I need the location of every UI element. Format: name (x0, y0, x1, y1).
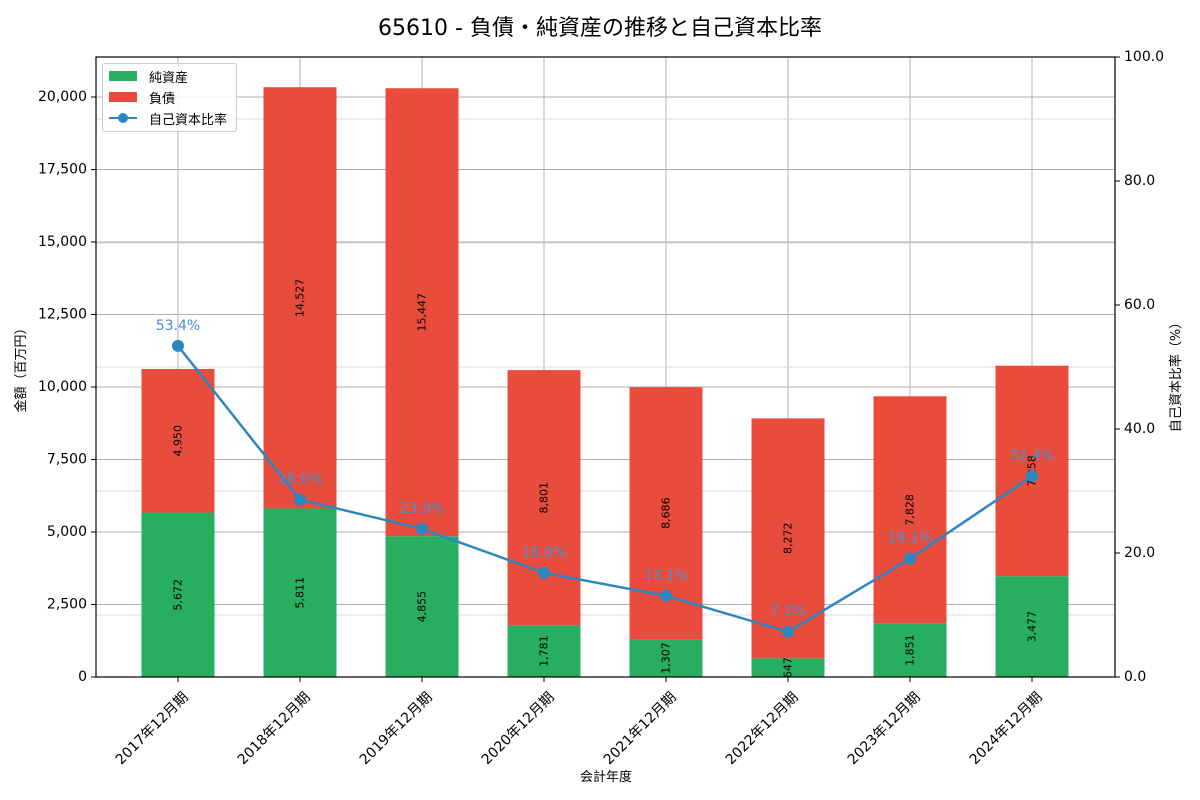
tick-label-left: 2,500 (47, 597, 87, 613)
plot-frame (95, 56, 1116, 678)
tick-label-left: 15,000 (38, 234, 87, 250)
bar-value-label-equity: 1,851 (904, 634, 917, 666)
legend-item-equity: 純資産 (109, 66, 188, 86)
tick-label-x: 2023年12月期 (845, 689, 924, 768)
tick-label-x: 2021年12月期 (601, 689, 680, 768)
ratio-marker (1026, 470, 1038, 483)
bar-value-label-equity: 1,307 (660, 642, 673, 674)
legend: 純資産 負債 自己資本比率 (102, 63, 237, 132)
tick-label-left: 7,500 (47, 452, 87, 468)
bar-value-label-equity: 1,781 (538, 635, 551, 667)
legend-label-equity: 純資産 (149, 70, 189, 86)
ratio-value-label: 13.1% (644, 568, 688, 584)
bar-equity (995, 576, 1069, 677)
tick-label-right: 0.0 (1124, 669, 1146, 685)
ratio-marker (660, 589, 672, 602)
bar-equity (751, 658, 825, 677)
ratio-value-label: 16.8% (522, 545, 566, 561)
legend-label-ratio: 自己資本比率 (149, 112, 228, 128)
ratio-line (177, 345, 1033, 634)
legend-item-ratio: 自己資本比率 (109, 108, 227, 128)
ratio-value-label: 23.9% (400, 501, 444, 517)
tick-label-left: 0 (78, 669, 87, 685)
ratio-marker (904, 552, 916, 565)
tick-label-right: 60.0 (1124, 297, 1155, 313)
legend-swatch-equity (109, 71, 137, 81)
x-axis-label: 会計年度 (580, 769, 632, 785)
legend-item-liabilities: 負債 (109, 87, 175, 107)
ratio-marker (294, 493, 306, 506)
tick-label-left: 12,500 (38, 307, 87, 323)
bar-value-label-equity: 647 (782, 657, 795, 678)
tick-label-left: 10,000 (38, 379, 87, 395)
tick-label-left: 5,000 (47, 524, 87, 540)
ratio-marker (538, 566, 550, 579)
bar-equity (873, 623, 947, 677)
ratio-marker (172, 339, 184, 352)
bar-value-label-liabilities: 15,447 (416, 293, 429, 332)
ratio-value-label: 7.3% (770, 604, 806, 620)
bar-liabilities (141, 368, 215, 513)
tick-label-x: 2018年12月期 (235, 689, 314, 768)
bar-value-label-liabilities: 7,828 (904, 494, 917, 526)
bar-equity (141, 512, 215, 677)
legend-label-liabilities: 負債 (149, 91, 176, 107)
bar-equity (507, 625, 581, 677)
tick-label-right: 20.0 (1124, 545, 1155, 561)
bar-value-label-liabilities: 8,686 (660, 497, 673, 529)
tick-label-left: 17,500 (38, 162, 87, 178)
bar-value-label-liabilities: 8,272 (782, 523, 795, 555)
tick-label-right: 100.0 (1124, 49, 1164, 65)
bar-value-label-equity: 5,811 (294, 577, 307, 609)
tick-label-x: 2024年12月期 (967, 689, 1046, 768)
bar-value-label-equity: 4,855 (416, 591, 429, 623)
bar-equity (629, 639, 703, 677)
tick-label-x: 2020年12月期 (479, 689, 558, 768)
bar-liabilities (873, 396, 947, 624)
y-axis-label-right: 自己資本比率（%） (1168, 316, 1184, 432)
bar-value-label-equity: 3,477 (1026, 611, 1039, 643)
bar-equity (385, 536, 459, 677)
bar-value-label-equity: 5,672 (172, 579, 185, 611)
tick-label-x: 2019年12月期 (357, 689, 436, 768)
bar-liabilities (263, 87, 337, 509)
ratio-value-label: 19.1% (888, 531, 932, 547)
bar-value-label-liabilities: 4,950 (172, 425, 185, 457)
tick-label-right: 40.0 (1124, 421, 1155, 437)
bar-equity (263, 508, 337, 677)
ratio-marker (416, 522, 428, 535)
bar-value-label-liabilities: 14,527 (294, 279, 307, 318)
legend-line-marker-icon (109, 113, 137, 123)
bar-liabilities (385, 88, 459, 537)
ratio-value-label: 28.6% (278, 472, 322, 488)
bar-value-label-liabilities: 8,801 (538, 482, 551, 514)
ratio-value-label: 53.4% (156, 318, 200, 334)
tick-label-right: 80.0 (1124, 173, 1155, 189)
bar-liabilities (507, 370, 581, 626)
y-axis-label-left: 金額（百万円） (13, 321, 29, 412)
tick-label-left: 20,000 (38, 89, 87, 105)
ratio-marker (782, 625, 794, 638)
chart-title: 65610 - 負債・純資産の推移と自己資本比率 (378, 16, 822, 41)
legend-swatch-liabilities (109, 92, 137, 102)
tick-label-x: 2017年12月期 (113, 689, 192, 768)
ratio-value-label: 32.4% (1010, 448, 1054, 464)
tick-label-x: 2022年12月期 (723, 689, 802, 768)
